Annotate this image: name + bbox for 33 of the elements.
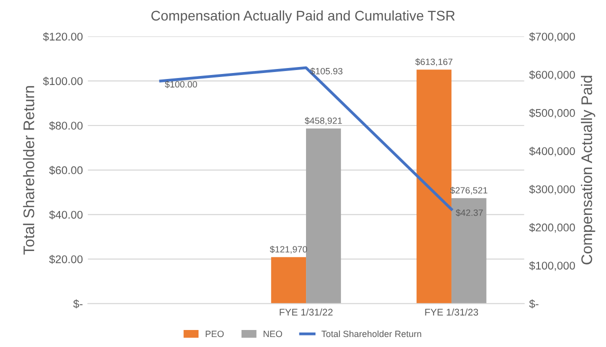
data-label: $458,921 — [304, 117, 342, 125]
data-label: $121,970 — [270, 246, 308, 254]
y2-tick-label: $500,000 — [529, 108, 575, 118]
y2-tick-label: $300,000 — [529, 184, 575, 195]
y-tick-label: $120.00 — [42, 32, 83, 42]
legend-label: Total Shareholder Return — [322, 330, 422, 338]
data-label: $613,167 — [415, 58, 452, 66]
bar — [451, 198, 486, 304]
data-label: $105.93 — [310, 68, 342, 75]
y2-tick-label: $400,000 — [529, 146, 575, 156]
y2-tick-label: $700,000 — [529, 32, 575, 42]
bar — [416, 70, 452, 304]
y-tick-label: $80.00 — [49, 121, 83, 130]
y2-tick-label: $- — [529, 299, 538, 308]
x-tick-label: FYE 1/31/22 — [280, 308, 333, 316]
y2-tick-label: $200,000 — [529, 223, 575, 233]
y-tick-label: $- — [73, 299, 83, 308]
y2-tick-label: $600,000 — [529, 70, 575, 80]
bar — [271, 257, 306, 304]
legend-label: PEO — [206, 330, 224, 338]
data-label: $100.00 — [164, 80, 198, 88]
y-axis-title: Total Shareholder Return — [23, 86, 34, 255]
y-tick-label: $60.00 — [49, 166, 83, 175]
y-tick-label: $40.00 — [49, 210, 83, 220]
data-label: $42.37 — [456, 209, 483, 216]
x-tick-label: FYE 1/31/23 — [425, 308, 478, 316]
y-tick-label: $20.00 — [49, 254, 83, 264]
y2-axis-title: Compensation Actually Paid — [580, 76, 596, 264]
y2-tick-label: $100,000 — [529, 261, 575, 271]
bar — [306, 128, 341, 304]
y-tick-label: $100.00 — [42, 76, 83, 86]
chart-title: Compensation Actually Paid and Cumulative TSR — [151, 10, 455, 24]
legend-label: NEO — [264, 330, 282, 338]
